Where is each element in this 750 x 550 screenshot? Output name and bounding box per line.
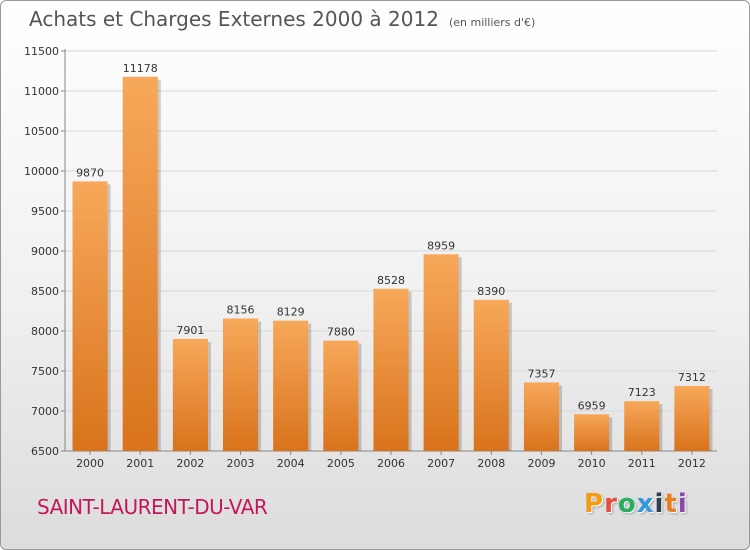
x-tick-label: 2005 <box>327 457 355 470</box>
chart-subtitle: (en milliers d'€) <box>448 16 536 29</box>
bar <box>574 414 610 451</box>
x-tick-label: 2001 <box>126 457 154 470</box>
y-tick-label: 9500 <box>31 205 59 218</box>
value-label: 8129 <box>277 306 305 319</box>
x-tick-label: 2006 <box>377 457 405 470</box>
value-label: 7357 <box>527 367 555 380</box>
x-tick-label: 2009 <box>527 457 555 470</box>
x-tick-label: 2002 <box>176 457 204 470</box>
y-tick-label: 10000 <box>24 165 59 178</box>
value-label: 7901 <box>176 324 204 337</box>
value-label: 7123 <box>628 386 656 399</box>
value-label: 11178 <box>123 62 158 75</box>
value-label: 8528 <box>377 274 405 287</box>
bar <box>72 181 108 451</box>
y-tick-label: 10500 <box>24 125 59 138</box>
bar <box>323 340 359 451</box>
x-tick-label: 2003 <box>227 457 255 470</box>
proxiti-logo: Proxiti <box>584 489 688 519</box>
value-label: 8390 <box>477 285 505 298</box>
bar <box>473 299 509 451</box>
y-tick-label: 7000 <box>31 405 59 418</box>
bar <box>423 254 459 451</box>
value-label: 7312 <box>678 371 706 384</box>
x-tick-label: 2011 <box>628 457 656 470</box>
logo-letter: x <box>636 489 655 519</box>
commune-name: SAINT-LAURENT-DU-VAR <box>37 495 268 519</box>
y-tick-label: 8500 <box>31 285 59 298</box>
bar <box>624 401 660 451</box>
y-tick-label: 9000 <box>31 245 59 258</box>
x-tick-label: 2004 <box>277 457 305 470</box>
y-tick-label: 7500 <box>31 365 59 378</box>
logo-letter: i <box>677 489 688 519</box>
logo-letter: o <box>617 489 637 519</box>
bar <box>373 288 409 451</box>
bar <box>122 76 158 451</box>
bar <box>172 338 208 451</box>
value-label: 6959 <box>578 399 606 412</box>
logo-letter: t <box>664 489 678 519</box>
x-tick-label: 2008 <box>477 457 505 470</box>
y-tick-label: 8000 <box>31 325 59 338</box>
title-row: Achats et Charges Externes 2000 à 2012 (e… <box>29 7 535 31</box>
logo-letter: P <box>584 489 605 519</box>
logo-letter: i <box>654 489 665 519</box>
value-label: 8959 <box>427 239 455 252</box>
x-tick-label: 2010 <box>578 457 606 470</box>
bar <box>523 382 560 451</box>
value-label: 9870 <box>76 166 104 179</box>
y-tick-label: 11500 <box>24 45 59 58</box>
y-tick-label: 11000 <box>24 85 59 98</box>
value-label: 7880 <box>327 326 355 339</box>
value-label: 8156 <box>227 304 255 317</box>
bar <box>222 318 259 451</box>
y-tick-label: 6500 <box>31 445 59 458</box>
bar <box>674 386 710 451</box>
logo-letter: r <box>604 489 618 519</box>
chart-title: Achats et Charges Externes 2000 à 2012 <box>29 7 439 31</box>
x-tick-label: 2012 <box>678 457 706 470</box>
x-tick-label: 2000 <box>76 457 104 470</box>
x-tick-label: 2007 <box>427 457 455 470</box>
bar <box>273 320 309 451</box>
